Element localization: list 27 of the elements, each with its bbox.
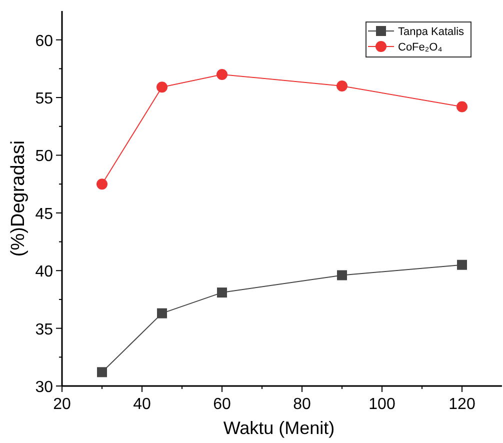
point bbox=[217, 288, 227, 298]
point bbox=[216, 68, 228, 80]
y-tick-label: 30 bbox=[35, 379, 54, 396]
point bbox=[157, 308, 167, 318]
x-tick-label: 40 bbox=[133, 396, 151, 413]
y-tick-label: 60 bbox=[35, 32, 54, 50]
legend-label: CoFe₂O₄ bbox=[398, 42, 443, 54]
point bbox=[337, 270, 347, 280]
y-tick-label: 45 bbox=[35, 206, 54, 223]
y-axis-title: (%)Degradasi bbox=[8, 140, 29, 257]
point bbox=[96, 178, 108, 190]
legend-label: Tanpa Katalis bbox=[398, 26, 465, 38]
x-tick-label: 20 bbox=[53, 396, 71, 413]
point bbox=[156, 82, 168, 93]
y-tick-label: 40 bbox=[35, 264, 54, 281]
x-axis-title: Waktu (Menit) bbox=[223, 418, 335, 438]
x-tick-label: 100 bbox=[368, 396, 396, 413]
point bbox=[456, 101, 468, 112]
x-tick-label: 120 bbox=[448, 396, 476, 413]
y-tick-label: 55 bbox=[35, 90, 54, 108]
point bbox=[336, 80, 348, 92]
point bbox=[457, 260, 467, 270]
x-tick-label: 80 bbox=[293, 396, 311, 413]
y-tick-label: 50 bbox=[35, 148, 54, 166]
point bbox=[97, 367, 107, 378]
y-tick-label: 35 bbox=[35, 321, 54, 338]
x-tick-label: 60 bbox=[213, 396, 231, 413]
